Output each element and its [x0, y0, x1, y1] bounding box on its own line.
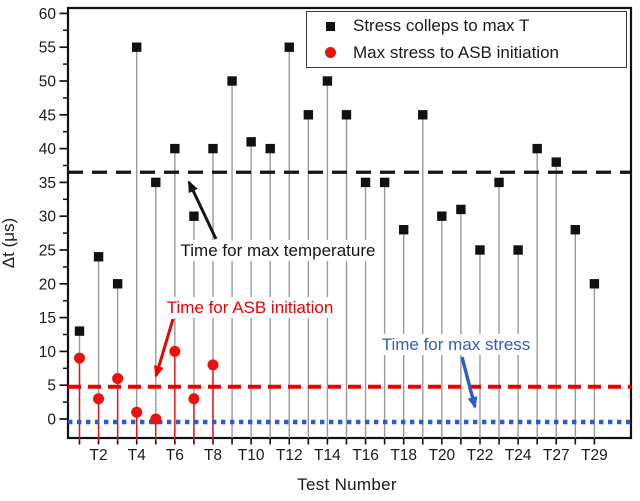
data-point-square [227, 76, 237, 86]
data-point-square [74, 326, 85, 336]
data-point-square [322, 76, 333, 86]
data-point-square [93, 252, 104, 262]
x-tick-label: T27 [543, 447, 570, 464]
y-tick-label: 50 [39, 74, 57, 91]
asb-initiation-arrow [154, 318, 175, 378]
x-tick-label: T10 [238, 447, 265, 464]
data-point-square [112, 279, 123, 289]
legend: Stress colleps to max T Max stress to AS… [306, 11, 627, 68]
data-point-circle [150, 413, 162, 425]
max-stress-arrow [460, 356, 478, 409]
x-tick-label: T20 [428, 447, 455, 464]
data-point-square [437, 211, 447, 221]
y-tick-label: 0 [47, 412, 56, 429]
data-point-square [418, 110, 428, 120]
y-axis-label: Δt (μs) [0, 217, 18, 269]
y-tick-label: 10 [39, 344, 57, 361]
legend-item-asb-initiation: Max stress to ASB initiation [307, 41, 626, 65]
annotation-asb-initiation: Time for ASB initiation [163, 297, 337, 318]
x-tick-label: T16 [352, 447, 379, 464]
y-tick-label: 15 [39, 310, 56, 327]
data-point-square [494, 177, 504, 188]
data-point-square [456, 204, 466, 215]
x-tick-label: T8 [204, 447, 222, 464]
data-point-square [589, 279, 600, 289]
data-point-square [513, 245, 523, 255]
x-tick-label: T2 [90, 447, 108, 464]
data-point-square [379, 177, 390, 188]
data-point-circle [74, 352, 85, 364]
plot-frame [66, 6, 633, 440]
data-point-circle [131, 406, 143, 418]
black-square-marker-icon [326, 22, 335, 31]
x-tick-label: T29 [581, 447, 608, 464]
data-point-square [360, 177, 371, 188]
data-point-square [475, 245, 485, 255]
max-temperature-arrow [187, 180, 218, 240]
data-point-square [151, 177, 161, 188]
legend-label-asb-initiation: Max stress to ASB initiation [353, 42, 559, 62]
red-circle-marker-icon [325, 47, 336, 58]
y-tick-label: 40 [39, 141, 57, 158]
data-point-square [303, 110, 314, 120]
x-tick-label: T12 [276, 447, 303, 464]
y-tick-label: 30 [39, 209, 57, 226]
y-tick-label: 35 [39, 175, 56, 192]
x-axis-label: Test Number [297, 475, 397, 494]
data-point-circle [93, 393, 105, 405]
data-point-square [246, 137, 256, 147]
data-point-square [208, 143, 218, 154]
data-point-square [551, 157, 561, 167]
data-point-circle [169, 345, 181, 357]
x-tick-label: T22 [467, 447, 494, 464]
data-point-circle [207, 359, 219, 371]
data-point-square [532, 143, 542, 154]
data-point-square [284, 42, 294, 52]
data-point-square [570, 225, 581, 235]
data-point-circle [188, 393, 200, 405]
annotation-max-temperature: Time for max temperature [177, 240, 379, 261]
data-point-square [265, 143, 275, 154]
legend-label-stress-collapse: Stress colleps to max T [353, 16, 530, 36]
data-point-square [341, 110, 352, 120]
annotation-max-stress: Time for max stress [378, 334, 534, 355]
y-tick-label: 20 [39, 276, 57, 293]
data-point-square [189, 211, 199, 221]
x-tick-label: T4 [128, 447, 146, 464]
data-point-square [132, 42, 142, 52]
y-tick-label: 60 [39, 6, 57, 23]
x-tick-label: T6 [166, 447, 184, 464]
y-tick-label: 5 [47, 378, 56, 395]
y-tick-label: 25 [39, 243, 56, 260]
data-point-square [398, 225, 409, 235]
y-tick-label: 55 [39, 40, 56, 57]
y-tick-label: 45 [39, 107, 56, 124]
legend-item-stress-collapse: Stress colleps to max T [307, 14, 626, 38]
data-point-square [170, 143, 180, 154]
x-tick-label: T18 [390, 447, 417, 464]
x-tick-label: T14 [314, 447, 341, 464]
x-tick-label: T24 [505, 447, 532, 464]
data-point-circle [112, 372, 124, 384]
